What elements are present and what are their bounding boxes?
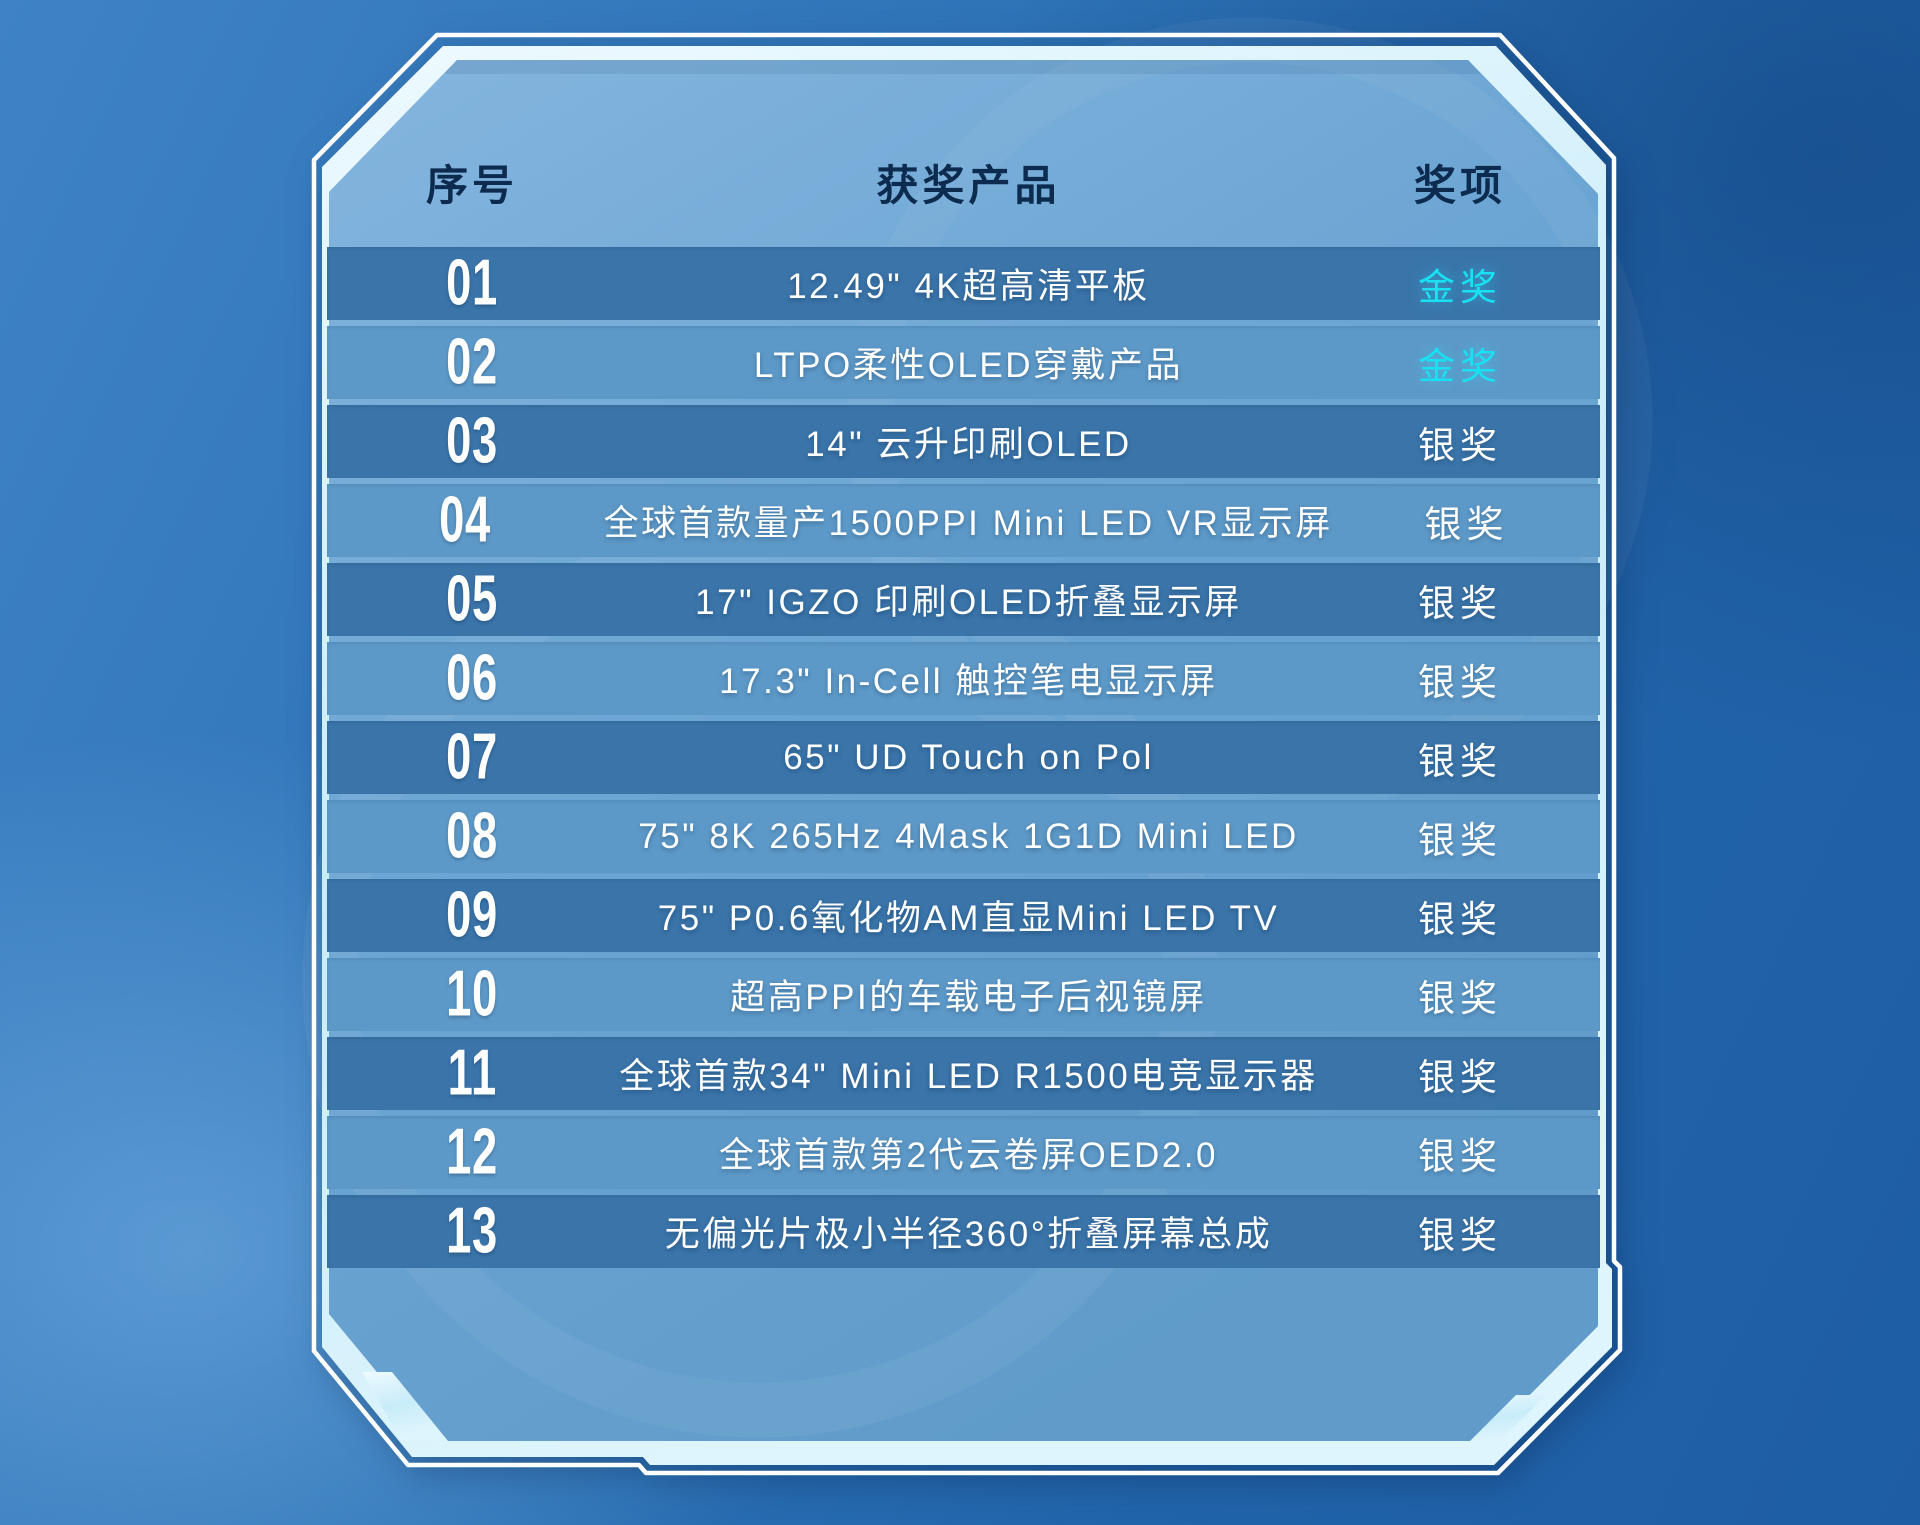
table-row: 11 全球首款34" Mini LED R1500电竞显示器 银奖 [327, 1037, 1600, 1110]
award-badge: 银奖 [1418, 977, 1502, 1019]
award-badge: 银奖 [1418, 1056, 1502, 1098]
product-name: 65" UD Touch on Pol [783, 737, 1154, 777]
row-number: 13 [446, 1194, 498, 1268]
product-name: 12.49" 4K超高清平板 [787, 267, 1150, 306]
product-name: 全球首款第2代云卷屏OED2.0 [719, 1136, 1218, 1175]
award-badge: 银奖 [1418, 819, 1502, 861]
award-badge: 银奖 [1418, 740, 1502, 782]
row-number: 06 [446, 641, 498, 715]
row-number: 12 [446, 1115, 498, 1189]
column-header-no: 序号 [425, 161, 518, 209]
row-number: 01 [446, 246, 498, 320]
row-number: 02 [446, 325, 498, 399]
product-name: 全球首款量产1500PPI Mini LED VR显示屏 [603, 504, 1333, 543]
table-row: 04 全球首款量产1500PPI Mini LED VR显示屏 银奖 [327, 484, 1600, 557]
award-badge: 金奖 [1418, 345, 1502, 387]
product-name: 75" 8K 265Hz 4Mask 1G1D Mini LED [638, 816, 1299, 856]
product-name: 无偏光片极小半径360°折叠屏幕总成 [664, 1215, 1273, 1254]
award-badge: 银奖 [1424, 503, 1509, 545]
table-row: 13 无偏光片极小半径360°折叠屏幕总成 银奖 [327, 1195, 1600, 1268]
table-row: 10 超高PPI的车载电子后视镜屏 银奖 [327, 958, 1600, 1031]
product-name: LTPO柔性OLED穿戴产品 [753, 346, 1184, 385]
product-name: 全球首款34" Mini LED R1500电竞显示器 [619, 1057, 1318, 1096]
product-name: 14" 云升印刷OLED [805, 425, 1132, 464]
row-number: 10 [446, 957, 498, 1031]
table-row: 02 LTPO柔性OLED穿戴产品 金奖 [327, 326, 1600, 399]
award-badge: 金奖 [1418, 266, 1502, 308]
frame-notch-left [362, 1372, 448, 1441]
product-name: 75" P0.6氧化物AM直显Mini LED TV [657, 899, 1280, 938]
column-header-award: 奖项 [1413, 161, 1506, 209]
row-number: 08 [446, 799, 498, 873]
column-header-product: 获奖产品 [876, 161, 1061, 209]
table-row: 03 14" 云升印刷OLED 银奖 [327, 405, 1600, 478]
glass-top-shade [444, 60, 1481, 74]
row-number: 09 [446, 878, 498, 952]
award-badge: 银奖 [1418, 898, 1502, 940]
table-row: 07 65" UD Touch on Pol 银奖 [327, 721, 1600, 794]
product-name: 17.3" In-Cell 触控笔电显示屏 [719, 662, 1218, 701]
frame-notch-right [1470, 1395, 1546, 1441]
award-badge: 银奖 [1418, 1214, 1502, 1256]
table-row: 01 12.49" 4K超高清平板 金奖 [327, 247, 1600, 320]
row-number: 07 [446, 720, 498, 794]
award-badge: 银奖 [1418, 661, 1502, 703]
table-row: 05 17" IGZO 印刷OLED折叠显示屏 银奖 [327, 563, 1600, 636]
table-row: 09 75" P0.6氧化物AM直显Mini LED TV 银奖 [327, 879, 1600, 952]
award-badge: 银奖 [1418, 582, 1502, 624]
row-number: 11 [447, 1036, 497, 1110]
row-number: 05 [446, 562, 498, 636]
table-body: 01 12.49" 4K超高清平板 金奖 02 LTPO柔性OLED穿戴产品 金… [327, 247, 1600, 1274]
table-row: 06 17.3" In-Cell 触控笔电显示屏 银奖 [327, 642, 1600, 715]
table-row: 12 全球首款第2代云卷屏OED2.0 银奖 [327, 1116, 1600, 1189]
product-name: 17" IGZO 印刷OLED折叠显示屏 [695, 583, 1242, 622]
award-badge: 银奖 [1418, 1135, 1502, 1177]
frame-outline [311, 32, 1623, 1476]
product-name: 超高PPI的车载电子后视镜屏 [730, 978, 1207, 1017]
table-header-row: 序号 获奖产品 奖项 [327, 146, 1600, 218]
table-row: 08 75" 8K 265Hz 4Mask 1G1D Mini LED 银奖 [327, 800, 1600, 873]
row-number: 04 [439, 483, 492, 557]
row-number: 03 [446, 404, 498, 478]
award-badge: 银奖 [1418, 424, 1502, 466]
